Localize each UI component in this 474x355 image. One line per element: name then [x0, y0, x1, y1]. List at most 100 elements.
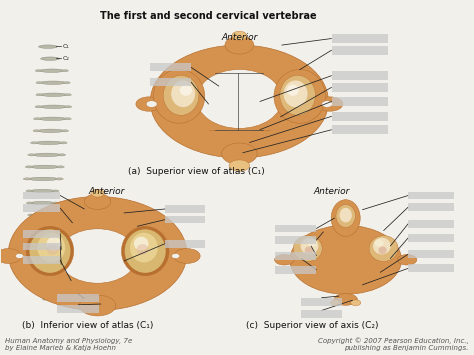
- Ellipse shape: [55, 238, 61, 240]
- Bar: [165, 205, 205, 213]
- Ellipse shape: [41, 93, 66, 97]
- Ellipse shape: [317, 97, 343, 111]
- Ellipse shape: [62, 130, 69, 132]
- Ellipse shape: [36, 237, 56, 241]
- Ellipse shape: [38, 129, 64, 132]
- Text: Copyright © 2007 Pearson Education, Inc.,
publishing as Benjamin Cummings.: Copyright © 2007 Pearson Education, Inc.…: [318, 337, 469, 351]
- Ellipse shape: [137, 244, 148, 255]
- Ellipse shape: [58, 154, 65, 156]
- Bar: [23, 256, 60, 264]
- Bar: [275, 224, 317, 232]
- Ellipse shape: [46, 237, 61, 251]
- Ellipse shape: [25, 166, 33, 168]
- Ellipse shape: [46, 244, 59, 255]
- Ellipse shape: [293, 236, 322, 261]
- Ellipse shape: [180, 84, 192, 96]
- Ellipse shape: [26, 226, 74, 276]
- Ellipse shape: [290, 225, 401, 294]
- Ellipse shape: [171, 81, 195, 107]
- Text: Anterior: Anterior: [89, 187, 125, 196]
- Ellipse shape: [46, 297, 62, 301]
- Ellipse shape: [60, 298, 65, 300]
- Ellipse shape: [164, 75, 199, 115]
- Ellipse shape: [79, 295, 116, 316]
- Text: The first and second cervical vertebrae: The first and second cervical vertebrae: [100, 11, 317, 21]
- Bar: [331, 34, 388, 43]
- Ellipse shape: [58, 229, 137, 283]
- Ellipse shape: [30, 226, 36, 228]
- Text: C₁: C₁: [62, 44, 69, 49]
- Bar: [331, 125, 388, 134]
- Bar: [331, 83, 388, 92]
- Ellipse shape: [23, 178, 31, 180]
- Ellipse shape: [40, 274, 45, 276]
- Ellipse shape: [60, 142, 67, 144]
- Ellipse shape: [221, 143, 257, 164]
- Text: Human Anatomy and Physiology, 7e
by Elaine Marieb & Katja Hoehn: Human Anatomy and Physiology, 7e by Elai…: [5, 338, 133, 351]
- Ellipse shape: [197, 70, 282, 129]
- Bar: [165, 240, 205, 247]
- Bar: [57, 305, 99, 313]
- Bar: [23, 230, 60, 237]
- Ellipse shape: [64, 118, 71, 120]
- Bar: [23, 204, 60, 212]
- Ellipse shape: [172, 253, 180, 258]
- Bar: [275, 236, 317, 244]
- Ellipse shape: [56, 250, 62, 252]
- Bar: [408, 203, 455, 211]
- Text: Anterior: Anterior: [221, 33, 257, 42]
- Ellipse shape: [55, 178, 64, 180]
- Ellipse shape: [52, 214, 58, 216]
- Ellipse shape: [64, 106, 72, 108]
- Ellipse shape: [56, 166, 64, 168]
- Ellipse shape: [336, 204, 356, 228]
- Ellipse shape: [62, 70, 68, 72]
- Ellipse shape: [52, 190, 59, 192]
- Ellipse shape: [331, 300, 341, 306]
- Ellipse shape: [84, 193, 111, 209]
- Ellipse shape: [274, 255, 294, 265]
- Ellipse shape: [37, 233, 65, 262]
- Ellipse shape: [280, 75, 315, 115]
- Ellipse shape: [58, 262, 64, 264]
- Text: C₂: C₂: [62, 56, 69, 61]
- Bar: [23, 242, 60, 250]
- Bar: [275, 266, 317, 274]
- Ellipse shape: [130, 233, 158, 262]
- Ellipse shape: [45, 285, 62, 289]
- Ellipse shape: [38, 45, 57, 48]
- Text: (a)  Superior view of atlas (C₁): (a) Superior view of atlas (C₁): [128, 167, 265, 176]
- Ellipse shape: [31, 165, 59, 169]
- Bar: [23, 192, 60, 200]
- Ellipse shape: [16, 253, 24, 258]
- Ellipse shape: [37, 262, 43, 264]
- Ellipse shape: [36, 82, 43, 84]
- Bar: [301, 298, 342, 306]
- Ellipse shape: [225, 36, 254, 54]
- Ellipse shape: [36, 94, 43, 96]
- Ellipse shape: [0, 248, 21, 263]
- Ellipse shape: [27, 214, 34, 216]
- Ellipse shape: [134, 237, 148, 251]
- Ellipse shape: [38, 250, 58, 253]
- Ellipse shape: [287, 84, 299, 96]
- Bar: [275, 252, 317, 260]
- Ellipse shape: [40, 69, 64, 72]
- Ellipse shape: [121, 226, 169, 276]
- Ellipse shape: [305, 246, 313, 254]
- Ellipse shape: [28, 154, 36, 156]
- Ellipse shape: [232, 31, 247, 40]
- Ellipse shape: [146, 101, 157, 107]
- Ellipse shape: [29, 229, 71, 273]
- Bar: [408, 192, 455, 200]
- Ellipse shape: [373, 237, 391, 255]
- Bar: [408, 220, 455, 228]
- Ellipse shape: [229, 160, 250, 171]
- Bar: [408, 234, 455, 242]
- Ellipse shape: [283, 81, 308, 107]
- Ellipse shape: [91, 189, 104, 197]
- Ellipse shape: [29, 177, 58, 181]
- Ellipse shape: [64, 94, 71, 96]
- Ellipse shape: [308, 239, 317, 247]
- Ellipse shape: [301, 237, 319, 255]
